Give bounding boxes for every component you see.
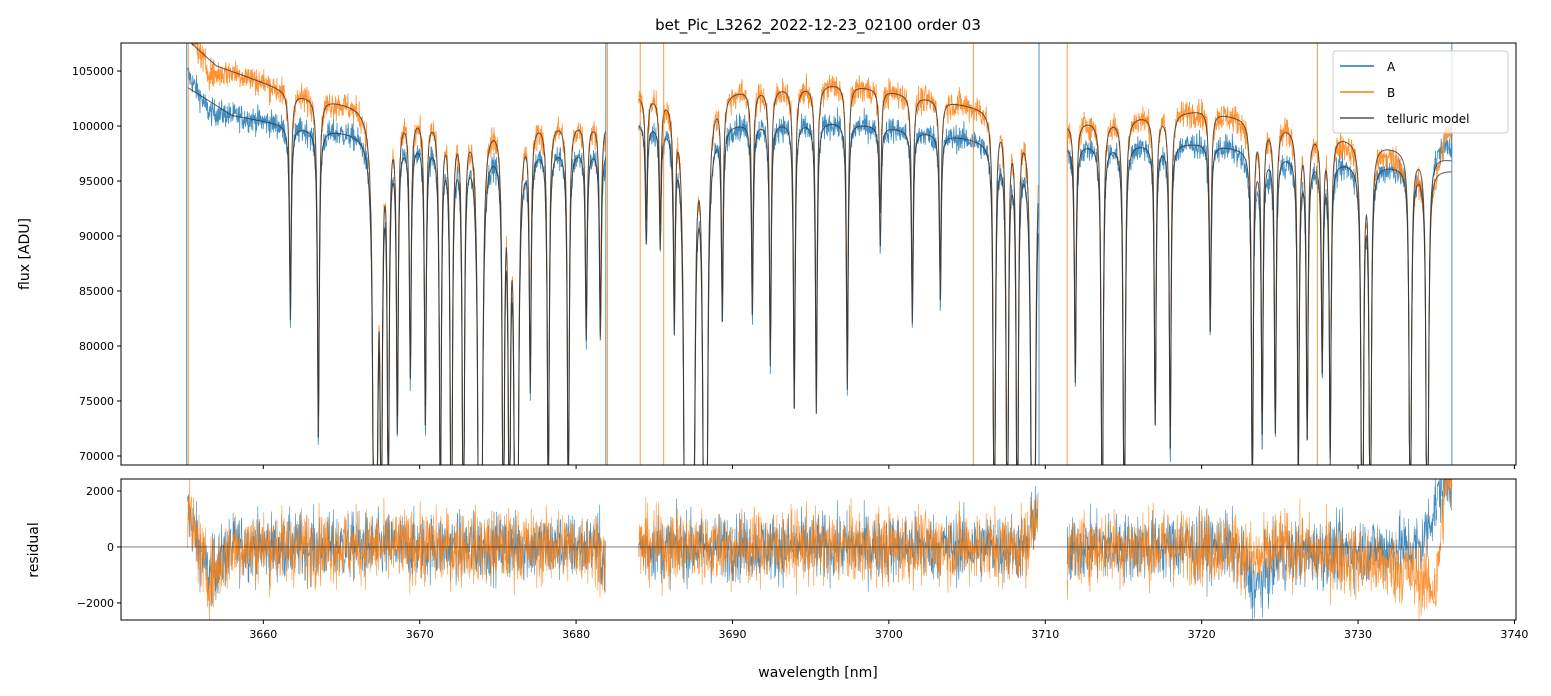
y-tick-label: 75000: [79, 395, 114, 408]
y-tick-label: 80000: [79, 340, 114, 353]
y-tick-label: 100000: [72, 120, 114, 133]
y-tick-label: 105000: [72, 65, 114, 78]
y-tick-label: 85000: [79, 285, 114, 298]
residual-y-tick-label: −2000: [77, 597, 114, 610]
residual-y-tick-label: 2000: [86, 485, 114, 498]
legend-label-a: A: [1387, 60, 1396, 74]
axis-ticks: 3660 3670 3680 3690 3700 3710 3720 3730 3740 7000…: [72, 65, 1528, 641]
x-tick-label: 3720: [1188, 628, 1216, 641]
x-axis-label: wavelength [nm]: [758, 665, 877, 681]
spectrum-plot-area: [186, 43, 1453, 465]
legend-box: [1332, 50, 1509, 134]
spectrum-axes-frame: [120, 42, 1517, 466]
x-tick-label: 3660: [249, 628, 277, 641]
x-tick-label: 3730: [1344, 628, 1372, 641]
legend-label-model: telluric model: [1387, 112, 1469, 126]
legend-label-b: B: [1387, 86, 1395, 100]
x-tick-label: 3690: [718, 628, 746, 641]
series-b-residual-line: [187, 479, 1453, 620]
x-tick-label: 3670: [406, 628, 434, 641]
x-tick-label: 3700: [875, 628, 903, 641]
y-tick-label: 90000: [79, 230, 114, 243]
residual-plot-area: [121, 479, 1516, 620]
chart-title: bet_Pic_L3262_2022-12-23_02100 order 03: [655, 16, 981, 35]
y-tick-label: 70000: [79, 450, 114, 463]
y-axis-label: flux [ADU]: [17, 218, 33, 290]
residual-axes-frame: [120, 478, 1517, 621]
residual-y-axis-label: residual: [26, 522, 42, 577]
x-tick-label: 3710: [1031, 628, 1059, 641]
residual-y-tick-label: 0: [107, 541, 114, 554]
y-tick-label: 95000: [79, 175, 114, 188]
x-tick-label: 3740: [1500, 628, 1528, 641]
telluric-model-b-line: [190, 43, 1453, 465]
x-tick-label: 3680: [562, 628, 590, 641]
legend: A B telluric model: [1332, 50, 1509, 134]
